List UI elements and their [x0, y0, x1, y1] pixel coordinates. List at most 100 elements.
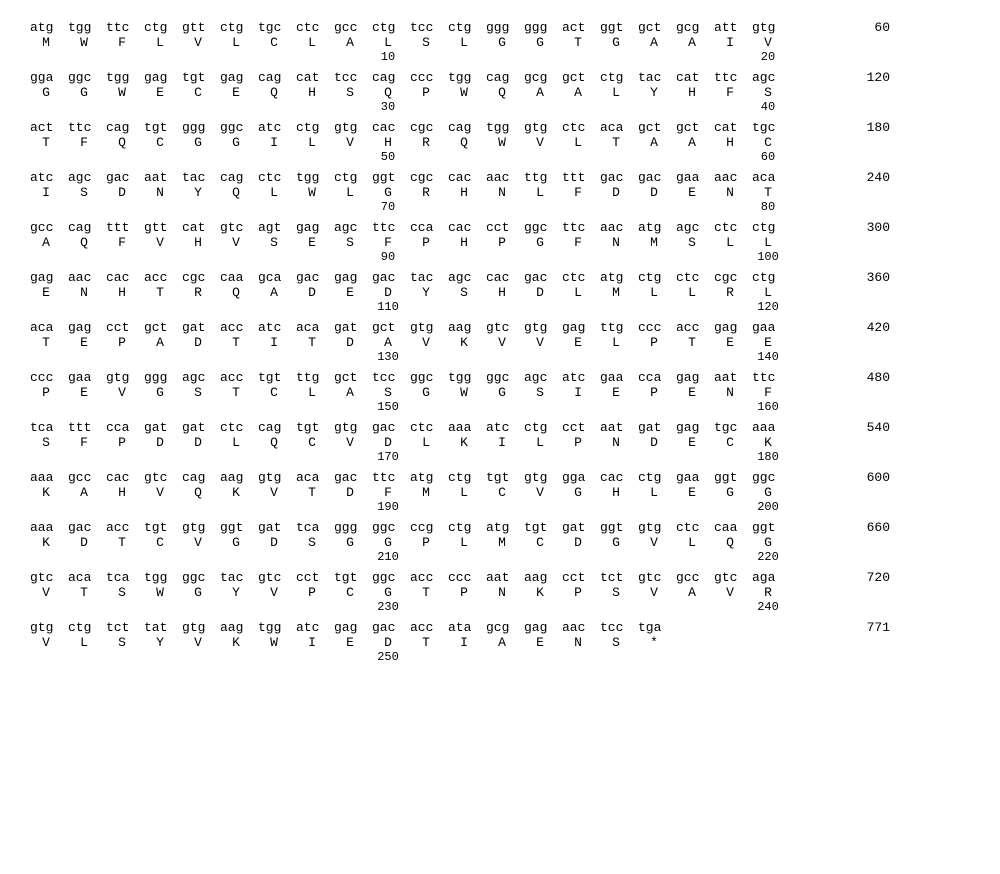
- residue-index: [106, 500, 144, 514]
- codon: cgc: [410, 120, 448, 135]
- codon: ctg: [524, 420, 562, 435]
- residue-index: [334, 200, 372, 214]
- residue-index: [106, 450, 144, 464]
- aminoacid: V: [258, 485, 296, 500]
- codon: gca: [258, 270, 296, 285]
- codon: ttc: [562, 220, 600, 235]
- codon: gag: [524, 620, 562, 635]
- aminoacid: E: [30, 285, 68, 300]
- aminoacid: C: [486, 485, 524, 500]
- aminoacid: E: [68, 385, 106, 400]
- aminoacid: G: [220, 535, 258, 550]
- aminoacid: N: [562, 635, 600, 650]
- aminoacid: L: [220, 435, 258, 450]
- aminoacid: N: [68, 285, 106, 300]
- aminoacid: V: [524, 135, 562, 150]
- codon: gtc: [714, 570, 752, 585]
- residue-index: [106, 250, 144, 264]
- residue-index: [524, 300, 562, 314]
- residue-index: 20: [752, 50, 790, 64]
- residue-index: [448, 450, 486, 464]
- residue-index: [638, 50, 676, 64]
- residue-index: [258, 50, 296, 64]
- codon: aca: [752, 170, 790, 185]
- aminoacid: D: [372, 435, 410, 450]
- aminoacid: M: [30, 35, 68, 50]
- residue-index: [220, 100, 258, 114]
- aminoacid: G: [524, 235, 562, 250]
- residue-index: [220, 650, 258, 664]
- aminoacid: G: [30, 85, 68, 100]
- codon: gct: [676, 120, 714, 135]
- residue-index: [448, 150, 486, 164]
- residue-index: 40: [752, 100, 790, 114]
- aminoacid: E: [562, 335, 600, 350]
- codon: ctg: [220, 20, 258, 35]
- aminoacid-row: TFQCGGILVHRQWVLTAAHC: [30, 135, 970, 150]
- residue-index: [524, 500, 562, 514]
- residue-index: [296, 250, 334, 264]
- residue-index: [30, 650, 68, 664]
- residue-index: [638, 250, 676, 264]
- aminoacid: V: [524, 485, 562, 500]
- codon: gag: [676, 420, 714, 435]
- aminoacid: E: [334, 635, 372, 650]
- codon: ctc: [562, 270, 600, 285]
- residue-index: [144, 200, 182, 214]
- residue-index: [182, 400, 220, 414]
- sequence-block: cccgaagtggggagcacctgtttggcttccggctggggca…: [30, 370, 970, 414]
- aminoacid: P: [296, 585, 334, 600]
- aminoacid: Q: [714, 535, 752, 550]
- codon: gag: [334, 620, 372, 635]
- residue-index: [182, 100, 220, 114]
- codon: act: [30, 120, 68, 135]
- aminoacid: E: [334, 285, 372, 300]
- codon-row: aaagacacctgtgtgggtgattcagggggcccgctgatgt…: [30, 520, 970, 535]
- aminoacid: S: [676, 235, 714, 250]
- residue-index: 250: [372, 650, 410, 664]
- aminoacid: G: [334, 535, 372, 550]
- codon: cag: [182, 470, 220, 485]
- residue-index: 210: [372, 550, 410, 564]
- residue-index: [296, 200, 334, 214]
- residue-index: [714, 100, 752, 114]
- residue-index: [30, 100, 68, 114]
- aminoacid: C: [714, 435, 752, 450]
- residue-index: [68, 50, 106, 64]
- codon: ctg: [372, 20, 410, 35]
- aminoacid: Q: [106, 135, 144, 150]
- aminoacid: L: [752, 285, 790, 300]
- codon: tgg: [448, 70, 486, 85]
- residue-index: [410, 450, 448, 464]
- residue-index: [676, 150, 714, 164]
- residue-index: [106, 600, 144, 614]
- index-row: 1020: [30, 50, 970, 64]
- residue-index: [258, 600, 296, 614]
- sequence-block: aaagcccacgtccagaaggtgacagacttcatgctgtgtg…: [30, 470, 970, 514]
- codon: tgc: [258, 20, 296, 35]
- codon: tcc: [334, 70, 372, 85]
- codon: tgt: [182, 70, 220, 85]
- codon: gag: [676, 370, 714, 385]
- codon: ggt: [220, 520, 258, 535]
- codon: tac: [220, 570, 258, 585]
- residue-index: [258, 550, 296, 564]
- aminoacid: S: [258, 235, 296, 250]
- residue-index: [638, 450, 676, 464]
- aminoacid: G: [562, 485, 600, 500]
- aminoacid: E: [752, 335, 790, 350]
- residue-index: [220, 50, 258, 64]
- residue-index: [562, 600, 600, 614]
- codon: ccc: [448, 570, 486, 585]
- residue-index: [68, 200, 106, 214]
- aminoacid: F: [106, 35, 144, 50]
- codon: gat: [144, 420, 182, 435]
- residue-index: [524, 200, 562, 214]
- aminoacid: D: [106, 185, 144, 200]
- residue-index: [296, 350, 334, 364]
- aminoacid: E: [68, 335, 106, 350]
- codon: tct: [600, 570, 638, 585]
- sequence-block: atcagcgacaattaccagctctggctgggtcgccacaact…: [30, 170, 970, 214]
- codon: act: [562, 20, 600, 35]
- residue-index: [106, 400, 144, 414]
